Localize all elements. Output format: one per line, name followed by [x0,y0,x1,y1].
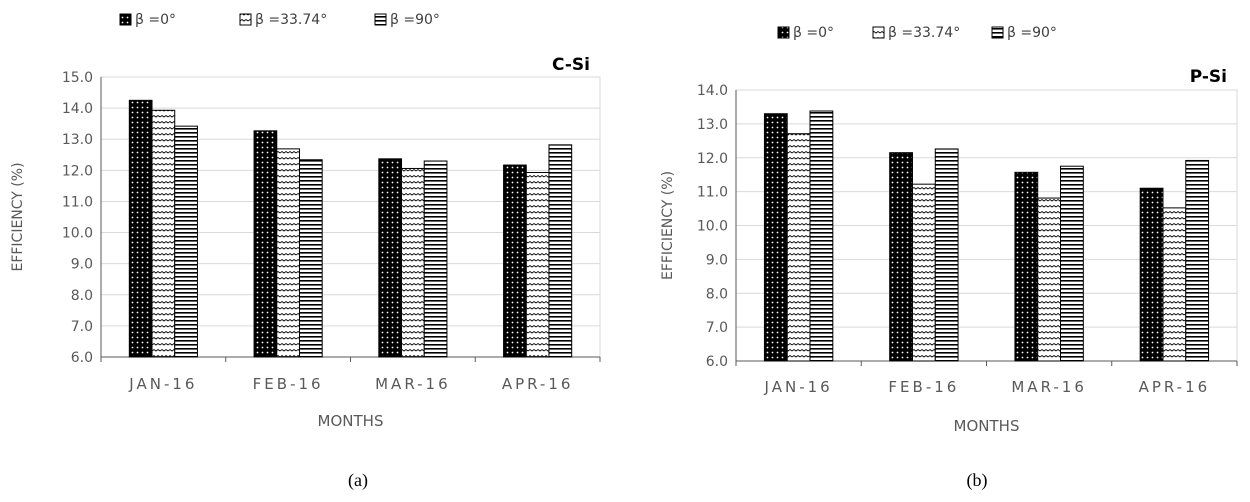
y-tick-label: 6.0 [706,354,728,370]
y-tick-label: 10.0 [697,219,728,235]
bar-waves-jan-16 [151,109,176,358]
chart-a: 6.0 7.0 8.0 9.0 10.0 11.0 12.0 13.0 14.0 15.0 JAN-… [10,12,601,430]
caption-a: (a) [348,470,368,490]
bar-stripes-mar-16 [1060,165,1084,362]
legend-swatch-waves [239,13,252,26]
x-axis-label: MONTHS [954,417,1020,435]
bar-dots-jan-16 [128,99,153,358]
x-tick-label: JAN-16 [128,375,197,393]
y-tick-label: 11.0 [697,185,728,201]
legend-swatch-dots [119,13,132,26]
bar-dots-feb-16 [253,130,278,358]
bar-stripes-feb-16 [298,159,323,358]
bar-stripes-feb-16 [934,148,959,362]
y-tick-label: 13.0 [62,132,93,148]
legend-swatch-stripes [991,26,1004,39]
y-tick-label: 12.0 [62,163,93,179]
bar-stripes-jan-16 [809,110,834,362]
bar-waves-jan-16 [786,133,811,362]
y-axis-label: EFFICIENCY (%) [660,171,676,280]
x-tick-label: JAN-16 [764,378,833,396]
x-axis-label: MONTHS [318,412,384,430]
bar-stripes-apr-16 [548,144,573,358]
y-tick-label: 13.0 [697,117,728,133]
x-tick-label: FEB-16 [888,378,959,396]
y-tick-label: 9.0 [706,252,728,268]
y-tick-label: 8.0 [706,286,728,302]
bar-waves-mar-16 [1037,197,1062,362]
legend-label: β =90° [390,12,440,28]
bar-waves-feb-16 [911,183,936,362]
bar-dots-feb-16 [889,152,913,362]
y-axis-label: EFFICIENCY (%) [10,162,26,271]
y-tick-label: 11.0 [62,194,93,210]
y-tick-label: 7.0 [71,319,93,335]
y-tick-label: 12.0 [697,151,728,167]
bar-stripes-mar-16 [423,160,448,358]
x-tick-label: MAR-16 [1011,378,1087,396]
legend-label: β =0° [793,25,834,41]
legend-swatch-stripes [374,13,387,26]
y-tick-label: 7.0 [706,320,728,336]
x-tick-label: MAR-16 [375,375,451,393]
legend-swatch-dots [777,26,790,39]
bar-dots-jan-16 [763,113,788,362]
bar-waves-apr-16 [525,172,550,358]
y-tick-label: 14.0 [697,83,728,99]
bar-dots-mar-16 [1014,171,1039,362]
bar-dots-apr-16 [503,164,527,358]
bar-dots-mar-16 [378,158,403,358]
legend-label: β =0° [135,12,176,28]
x-tick-label: APR-16 [1139,378,1211,396]
bar-stripes-jan-16 [174,125,198,358]
x-tick-label: FEB-16 [253,375,324,393]
bar-waves-apr-16 [1162,207,1187,362]
bar-waves-mar-16 [401,167,425,358]
y-tick-label: 14.0 [62,101,93,117]
legend-label: β =90° [1007,25,1057,41]
chart-title: P-Si [1190,67,1227,87]
chart-title: C-Si [552,55,590,75]
y-tick-label: 15.0 [62,70,93,86]
y-tick-label: 9.0 [71,257,93,273]
bar-dots-apr-16 [1139,187,1164,362]
legend-label: β =33.74° [888,25,960,41]
legend-label: β =33.74° [255,12,327,28]
bar-waves-feb-16 [276,148,300,358]
chart-b: 6.0 7.0 8.0 9.0 10.0 11.0 12.0 13.0 14.0 JAN-16 FE… [660,25,1238,435]
caption-b: (b) [966,470,988,490]
y-tick-label: 8.0 [71,288,93,304]
bar-stripes-apr-16 [1185,159,1210,362]
y-tick-label: 10.0 [62,226,93,242]
legend-swatch-waves [872,26,885,39]
x-tick-label: APR-16 [502,375,574,393]
y-tick-label: 6.0 [71,350,93,366]
